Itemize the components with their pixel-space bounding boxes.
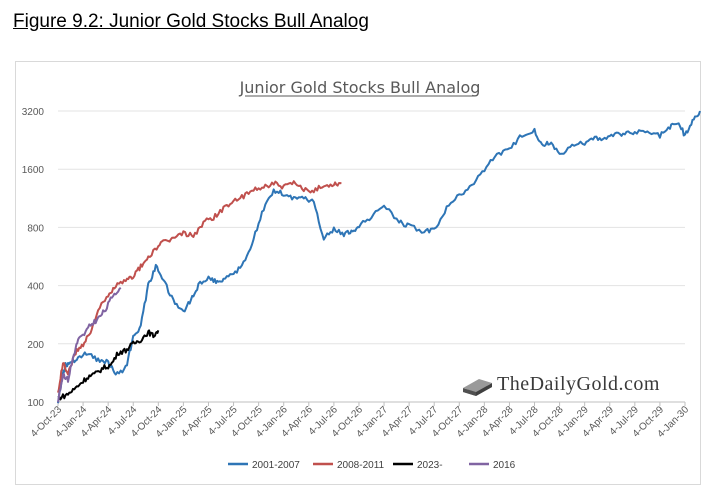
gold-bar-icon	[463, 379, 492, 396]
legend: 2001-2007 2008-2011 2023- 2016	[228, 460, 516, 471]
legend-label: 2008-2011	[337, 460, 385, 471]
y-tick-label: 1600	[22, 165, 45, 176]
series-line-2016	[57, 286, 122, 403]
legend-label: 2001-2007	[252, 460, 300, 471]
chart-title: Junior Gold Stocks Bull Analog	[239, 78, 481, 97]
legend-label: 2016	[493, 460, 516, 471]
legend-label: 2023-	[417, 460, 443, 471]
series-line-2001-2007	[57, 110, 701, 404]
chart-frame	[15, 61, 701, 485]
y-tick-label: 800	[27, 223, 44, 234]
y-axis-ticks: 100 200 400 800 1600 3200	[22, 107, 45, 409]
series-line-2023-	[57, 329, 160, 401]
y-tick-label: 100	[27, 398, 44, 409]
figure-title: Figure 9.2: Junior Gold Stocks Bull Anal…	[13, 11, 369, 32]
series-lines	[57, 110, 701, 404]
watermark-text: TheDailyGold.com	[497, 373, 660, 395]
y-tick-label: 400	[27, 282, 44, 293]
y-tick-label: 200	[27, 340, 44, 351]
grid-lines	[58, 110, 685, 403]
y-tick-label: 3200	[22, 107, 45, 118]
watermark: TheDailyGold.com	[463, 373, 660, 396]
x-axis-ticks: 4-Oct-234-Jan-244-Apr-244-Jul-244-Oct-24…	[29, 402, 691, 440]
